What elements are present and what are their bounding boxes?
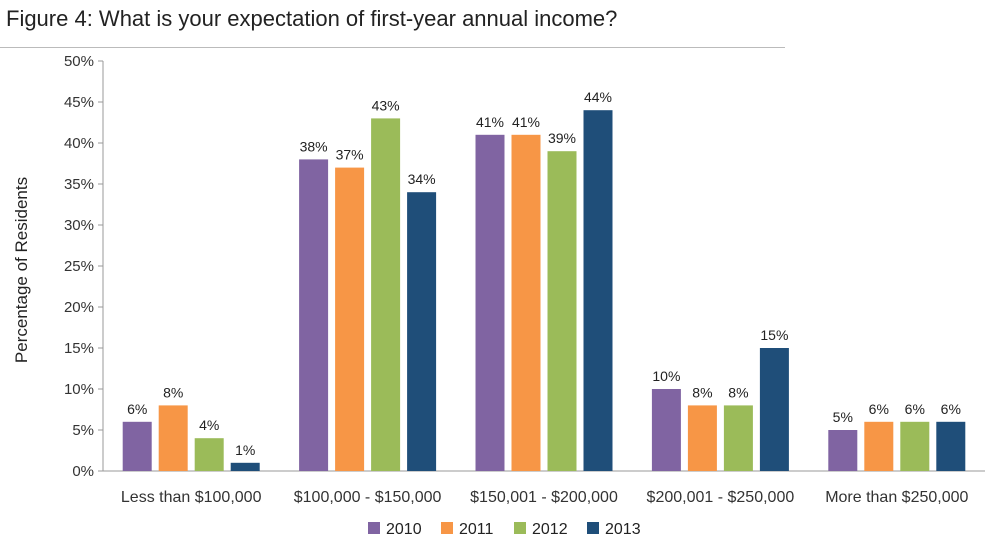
data-label: 6% [905, 401, 925, 417]
y-tick-label: 40% [64, 135, 94, 152]
y-tick-label: 30% [64, 217, 94, 234]
data-label: 4% [199, 417, 219, 433]
data-label: 37% [336, 147, 364, 163]
x-category-label: $200,001 - $250,000 [647, 489, 795, 506]
bars [122, 110, 966, 472]
data-label: 38% [300, 138, 328, 154]
legend-swatch-2013 [587, 522, 599, 534]
chart-title: Figure 4: What is your expectation of fi… [6, 6, 618, 31]
bar-2010-3 [651, 389, 681, 471]
y-tick-label: 35% [64, 176, 94, 193]
data-label: 43% [372, 97, 400, 113]
bar-2011-2 [511, 134, 541, 472]
x-category-label: More than $250,000 [825, 489, 968, 506]
data-label: 41% [512, 114, 540, 130]
bar-2010-1 [299, 159, 329, 471]
bar-2012-4 [900, 421, 930, 471]
y-tick-label: 20% [64, 299, 94, 316]
x-category-label: Less than $100,000 [121, 489, 262, 506]
data-label: 10% [652, 368, 680, 384]
data-label: 6% [941, 401, 961, 417]
legend-label-2010: 2010 [386, 521, 422, 538]
data-labels: 6% 8% 4% 1% 38% 37% 43% 34% 41% 41% 39% 44% 10% 8% 8% 1… [127, 89, 961, 458]
data-label: 44% [584, 89, 612, 105]
data-label: 6% [869, 401, 889, 417]
data-label: 41% [476, 114, 504, 130]
data-label: 8% [728, 384, 748, 400]
data-label: 8% [163, 384, 183, 400]
y-tick-label: 50% [64, 53, 94, 70]
data-label: 1% [235, 442, 255, 458]
y-tick-label: 0% [72, 463, 94, 480]
bar-2010-0 [122, 421, 152, 471]
bar-2013-1 [407, 192, 437, 471]
bar-2011-3 [687, 405, 717, 471]
bar-2011-4 [864, 421, 894, 471]
data-label: 15% [760, 327, 788, 343]
legend-label-2013: 2013 [605, 521, 641, 538]
data-label: 39% [548, 130, 576, 146]
bar-2012-2 [547, 151, 577, 471]
data-label: 5% [833, 409, 853, 425]
y-tick-label: 10% [64, 381, 94, 398]
legend-swatch-2012 [514, 522, 526, 534]
legend: 2010 2011 2012 2013 [368, 521, 641, 538]
y-tick-label: 25% [64, 258, 94, 275]
bar-2013-0 [230, 462, 260, 471]
legend-swatch-2010 [368, 522, 380, 534]
bar-2013-4 [936, 421, 966, 471]
y-tick-label: 15% [64, 340, 94, 357]
legend-label-2012: 2012 [532, 521, 568, 538]
bar-2013-3 [759, 348, 789, 471]
bar-2013-2 [583, 110, 613, 471]
bar-2012-0 [194, 438, 224, 471]
bar-2011-0 [158, 405, 188, 471]
data-label: 6% [127, 401, 147, 417]
bar-2010-4 [828, 430, 858, 471]
bar-2012-1 [371, 118, 401, 472]
data-label: 8% [692, 384, 712, 400]
legend-label-2011: 2011 [459, 521, 494, 538]
x-category-label: $150,001 - $200,000 [470, 489, 618, 506]
y-tick-label: 45% [64, 94, 94, 111]
x-category-label: $100,000 - $150,000 [294, 489, 442, 506]
bar-2010-2 [475, 134, 505, 472]
y-tick-label: 5% [72, 422, 94, 439]
category-labels: Less than $100,000 $100,000 - $150,000 $15… [121, 489, 969, 506]
y-axis-title: Percentage of Residents [12, 177, 31, 363]
legend-swatch-2011 [441, 522, 453, 534]
bar-2011-1 [335, 167, 365, 471]
data-label: 34% [408, 171, 436, 187]
bar-2012-3 [723, 405, 753, 471]
title-divider [0, 47, 785, 48]
